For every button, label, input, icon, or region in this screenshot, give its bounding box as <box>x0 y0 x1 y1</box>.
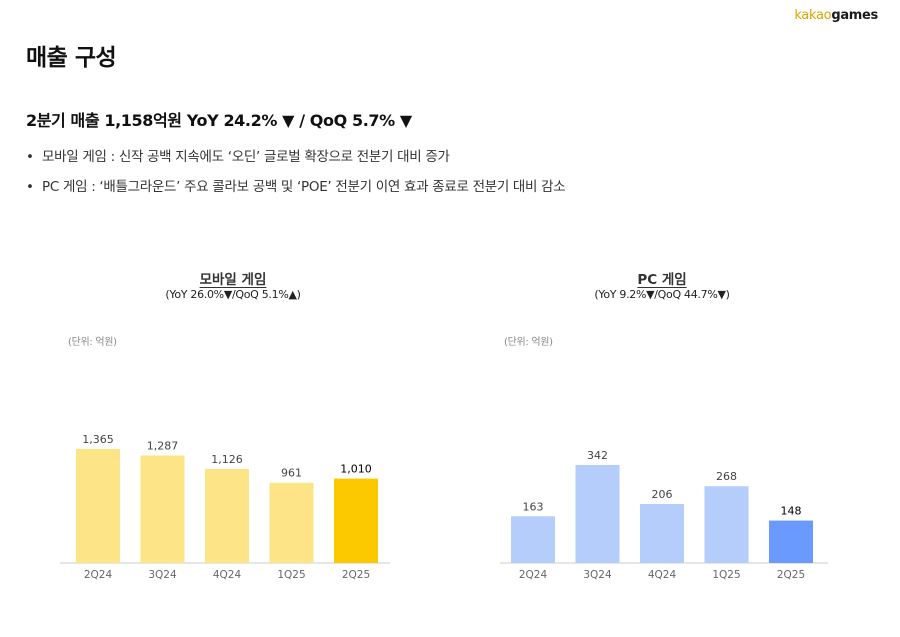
pc-chart-subtitle: (YoY 9.2%▼/QoQ 44.7%▼) <box>594 288 730 301</box>
mobile-chart-title: 모바일 게임 <box>199 272 267 288</box>
pc-bar-1q25 <box>704 486 749 563</box>
pc-bar-2q24 <box>511 516 555 563</box>
mobile-bar-2q24 <box>76 449 120 563</box>
bullet-list: • 모바일 게임 : 신작 공백 지속에도 ‘오딘’ 글로벌 확장으로 전분기 대… <box>26 145 566 205</box>
mobile-value-label: 1,010 <box>340 463 372 476</box>
pc-chart-unit: (단위: 억원) <box>504 337 553 348</box>
bullet-dot-icon: • <box>26 179 34 195</box>
mobile-value-label: 1,287 <box>147 440 179 453</box>
mobile-category-label: 3Q24 <box>148 569 177 581</box>
pc-category-label: 2Q25 <box>777 569 805 581</box>
brand-logo-part2: games <box>831 8 878 23</box>
mobile-bar-4q24 <box>205 468 249 563</box>
pc-category-label: 2Q24 <box>519 569 548 581</box>
mobile-chart-subtitle: (YoY 26.0%▼/QoQ 5.1%▲) <box>165 288 301 301</box>
pc-bar-2q25 <box>769 520 813 563</box>
pc-value-label: 206 <box>652 488 673 501</box>
bullet-item-pc: • PC 게임 : ‘배틀그라운드’ 주요 콜라보 공백 및 ‘POE’ 전분기 … <box>26 175 566 195</box>
mobile-category-label: 2Q25 <box>342 569 370 581</box>
bullet-text-pc: PC 게임 : ‘배틀그라운드’ 주요 콜라보 공백 및 ‘POE’ 전분기 이… <box>42 179 566 195</box>
pc-bar-4q24 <box>640 503 684 563</box>
mobile-bar-3q24 <box>140 455 185 563</box>
brand-logo: kakaogames <box>794 8 878 23</box>
revenue-summary: 2분기 매출 1,158억원 YoY 24.2% ▼ / QoQ 5.7% ▼ <box>26 111 412 130</box>
pc-category-label: 3Q24 <box>583 569 612 581</box>
mobile-category-label: 4Q24 <box>213 569 242 581</box>
bullet-dot-icon: • <box>26 149 34 165</box>
pc-chart-title: PC 게임 <box>637 272 687 288</box>
pc-value-label: 268 <box>716 470 737 483</box>
mobile-value-label: 1,126 <box>211 453 243 466</box>
mobile-category-label: 1Q25 <box>277 569 305 581</box>
pc-category-label: 4Q24 <box>648 569 677 581</box>
mobile-value-label: 1,365 <box>82 433 114 446</box>
pc-value-label: 163 <box>523 500 544 513</box>
brand-logo-part1: kakao <box>794 8 832 23</box>
page-title: 매출 구성 <box>26 45 117 71</box>
mobile-category-label: 2Q24 <box>84 569 113 581</box>
pc-chart: 163 2Q24 342 3Q24 206 4Q24 268 1Q25 148 2Q25 <box>500 449 828 581</box>
pc-value-label: 148 <box>781 505 802 518</box>
mobile-bar-1q25 <box>269 482 314 563</box>
mobile-value-label: 961 <box>281 467 302 480</box>
mobile-bar-2q25 <box>334 478 378 563</box>
pc-category-label: 1Q25 <box>712 569 740 581</box>
bullet-text-mobile: 모바일 게임 : 신작 공백 지속에도 ‘오딘’ 글로벌 확장으로 전분기 대비… <box>42 149 450 165</box>
mobile-chart-unit: (단위: 억원) <box>68 337 117 348</box>
pc-value-label: 342 <box>587 449 608 462</box>
bullet-item-mobile: • 모바일 게임 : 신작 공백 지속에도 ‘오딘’ 글로벌 확장으로 전분기 대… <box>26 145 565 165</box>
pc-bar-3q24 <box>575 465 620 563</box>
mobile-chart: 1,365 2Q24 1,287 3Q24 1,126 4Q24 961 1Q25 1,010 2… <box>60 433 390 581</box>
